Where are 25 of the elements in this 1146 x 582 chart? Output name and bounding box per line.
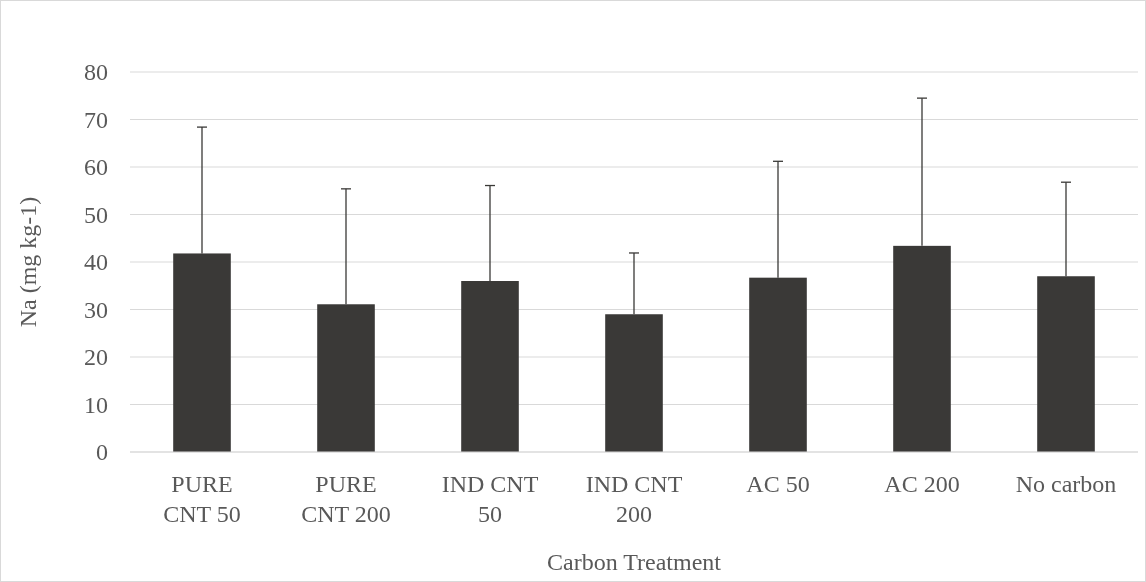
bar (173, 253, 231, 452)
y-axis-title: Na (mg kg-1) (15, 196, 41, 328)
y-tick-label: 20 (84, 344, 108, 371)
x-tick-label: AC 50 (746, 471, 810, 497)
y-tick-label: 80 (84, 59, 108, 86)
y-tick-label: 70 (84, 106, 108, 133)
y-tick-label: 60 (84, 154, 108, 181)
x-axis-title: Carbon Treatment (547, 549, 722, 575)
y-tick-label: 50 (84, 201, 108, 228)
y-tick-label: 30 (84, 296, 108, 323)
x-tick-label: PURE CNT 200 (301, 471, 391, 527)
bar (461, 281, 519, 452)
x-tick-label: IND CNT 200 (585, 471, 683, 527)
x-tick-label: AC 200 (884, 471, 960, 497)
bar (317, 304, 375, 452)
bar (1037, 276, 1095, 452)
y-tick-label: 40 (84, 249, 108, 276)
bar (605, 314, 663, 452)
x-tick-label: PURE CNT 50 (163, 471, 241, 527)
bar (749, 277, 807, 452)
y-tick-label: 10 (84, 391, 108, 418)
x-tick-label: No carbon (1015, 471, 1117, 497)
y-tick-label: 0 (96, 439, 108, 466)
x-tick-label: IND CNT 50 (441, 471, 539, 527)
bar (893, 245, 951, 452)
